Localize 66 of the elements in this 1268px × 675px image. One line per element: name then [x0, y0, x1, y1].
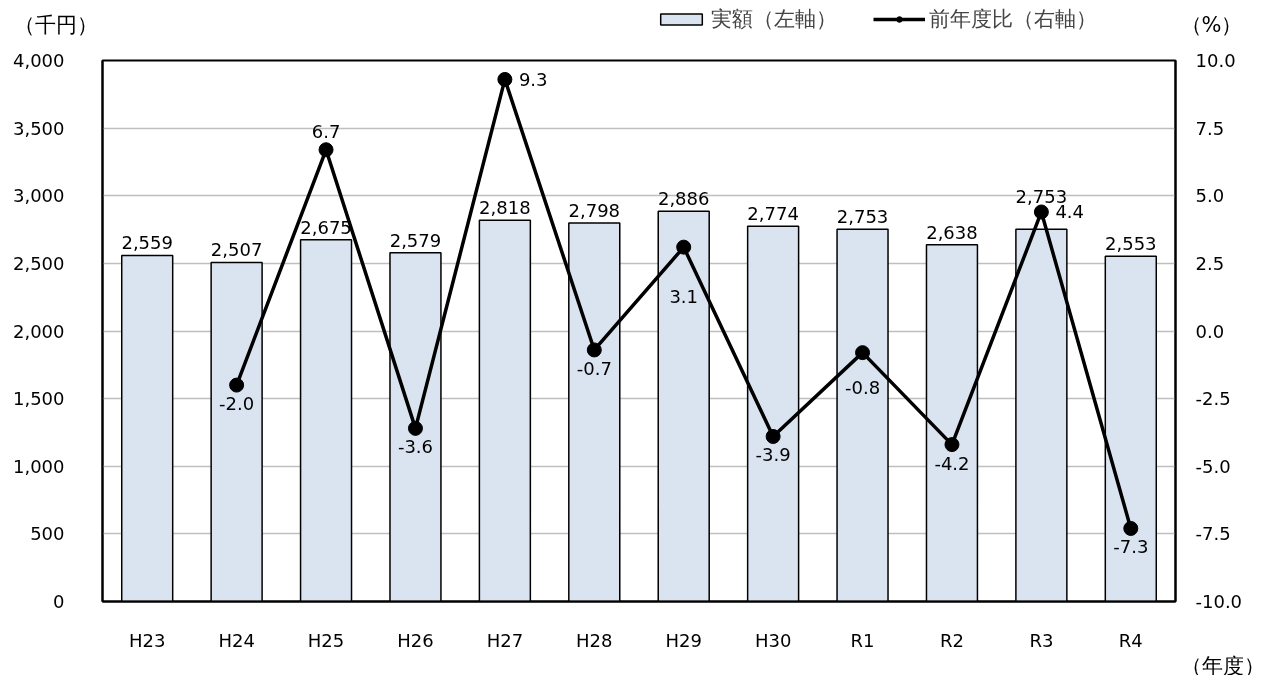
data-label: -2.0	[219, 393, 255, 415]
x-tick-label: H29	[665, 629, 702, 651]
data-label: 6.7	[311, 120, 341, 142]
x-tick-label: H30	[754, 629, 792, 651]
x-tick-label: H23	[128, 629, 166, 651]
y-tick-label: 1,000	[12, 455, 65, 477]
y-tick-label: 3,000	[12, 185, 65, 207]
data-label: 2,753	[836, 206, 889, 228]
data-label: 9.3	[518, 68, 548, 90]
y-tick-label: 2,000	[12, 320, 65, 342]
y2-tick-label: 5.0	[1195, 185, 1225, 207]
data-label: 2,886	[657, 188, 710, 210]
x-tick-label: H25	[307, 629, 345, 651]
data-label: 2,798	[568, 200, 621, 222]
y2-tick-label: 2.5	[1195, 252, 1225, 274]
data-label: 2,818	[479, 197, 531, 219]
data-label: 2,579	[389, 229, 442, 251]
point	[407, 420, 423, 436]
point	[497, 71, 513, 87]
y-tick-label: 4,000	[12, 50, 65, 71]
x-tick-label: R4	[1118, 629, 1143, 651]
x-tick-label: R3	[1029, 629, 1054, 651]
data-label: 2,559	[121, 232, 173, 254]
y-tick-label: 2,500	[12, 252, 65, 274]
point	[1033, 204, 1049, 220]
point	[944, 437, 960, 453]
y2-tick-label: 10.0	[1195, 50, 1236, 71]
data-label: 2,507	[210, 239, 263, 261]
point	[1123, 520, 1139, 536]
point	[318, 142, 334, 158]
data-label: 3.1	[669, 286, 699, 308]
x-tick-label: R2	[939, 629, 964, 651]
data-label: -4.2	[934, 452, 970, 474]
y2-tick-label: 7.5	[1195, 117, 1225, 139]
data-label: 2,638	[926, 221, 978, 243]
point	[229, 377, 245, 393]
data-label: -3.9	[755, 444, 791, 466]
x-tick-label: H28	[576, 629, 613, 651]
point	[676, 239, 692, 255]
point	[765, 429, 781, 444]
data-label: -0.7	[576, 357, 612, 379]
y-tick-label: 1,500	[12, 388, 65, 410]
y2-tick-label: -10.0	[1195, 591, 1243, 612]
x-tick-label: H26	[397, 629, 434, 651]
y2-tick-label: -2.5	[1195, 388, 1231, 410]
y-axis-title: （千円）	[13, 12, 98, 37]
data-label: 2,774	[747, 203, 799, 225]
data-label: -3.6	[397, 436, 434, 458]
legend-label: 実額（左軸）	[711, 6, 837, 33]
data-label: -0.8	[844, 376, 881, 398]
y-tick-label: 3,500	[12, 117, 65, 139]
x-tick-label: R1	[850, 629, 875, 651]
x-tick-label: H27	[486, 629, 524, 651]
point	[855, 345, 871, 361]
data-label: 2,553	[1105, 233, 1157, 255]
point	[586, 342, 602, 358]
x-tick-label: H24	[218, 629, 255, 651]
y2-tick-label: 0.0	[1195, 320, 1225, 342]
y-tick-label: 0	[53, 591, 65, 612]
y2-tick-label: -5.0	[1195, 455, 1231, 477]
data-label: -7.3	[1113, 536, 1149, 558]
data-label: 2,675	[300, 216, 352, 238]
legend-label: 前年度比（右軸）	[929, 6, 1097, 33]
y2-tick-label: -7.5	[1195, 523, 1231, 545]
y-tick-label: 500	[30, 523, 65, 545]
y2-axis-title: （%）	[1180, 12, 1243, 37]
